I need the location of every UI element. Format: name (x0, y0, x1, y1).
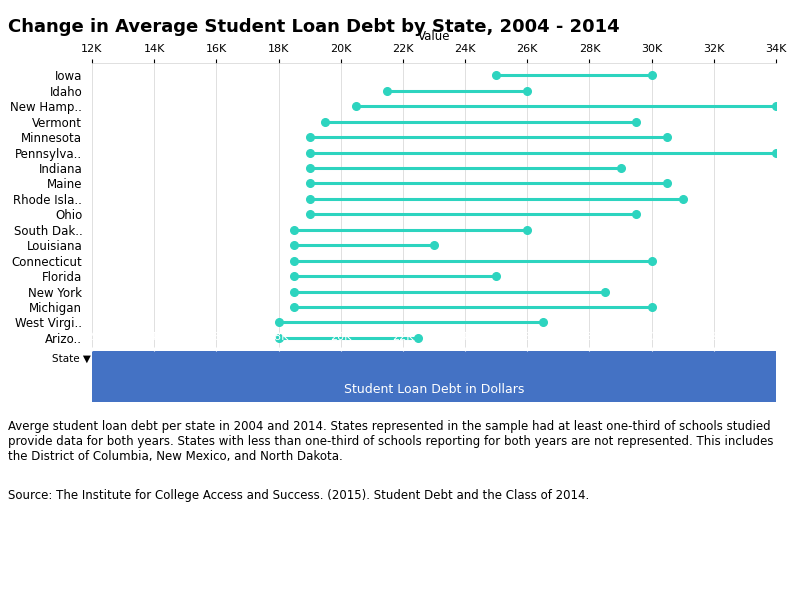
Text: Source: The Institute for College Access and Success. (2015). Student Debt and t: Source: The Institute for College Access… (8, 489, 590, 502)
Text: Change in Average Student Loan Debt by State, 2004 - 2014: Change in Average Student Loan Debt by S… (8, 18, 620, 36)
Text: State ▼: State ▼ (53, 354, 91, 364)
Text: Student Loan Debt in Dollars: Student Loan Debt in Dollars (344, 383, 524, 396)
X-axis label: Value: Value (418, 30, 450, 43)
Text: Averge student loan debt per state in 2004 and 2014. States represented in the s: Averge student loan debt per state in 20… (8, 420, 774, 463)
